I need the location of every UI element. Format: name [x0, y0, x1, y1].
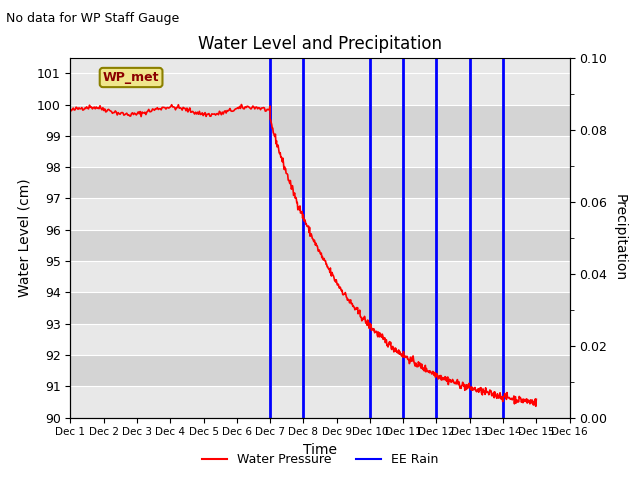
Text: No data for WP Staff Gauge: No data for WP Staff Gauge — [6, 12, 180, 25]
X-axis label: Time: Time — [303, 443, 337, 457]
Bar — [70, 261, 570, 292]
Bar — [70, 324, 570, 355]
Bar — [70, 230, 570, 261]
Bar — [70, 136, 570, 167]
Title: Water Level and Precipitation: Water Level and Precipitation — [198, 35, 442, 53]
Text: WP_met: WP_met — [103, 71, 159, 84]
Bar — [70, 386, 570, 418]
Bar — [70, 167, 570, 198]
Y-axis label: Precipitation: Precipitation — [612, 194, 627, 281]
Legend: Water Pressure, EE Rain: Water Pressure, EE Rain — [196, 448, 444, 471]
Bar — [70, 73, 570, 105]
Y-axis label: Water Level (cm): Water Level (cm) — [17, 178, 31, 297]
Bar — [70, 292, 570, 324]
Bar — [70, 355, 570, 386]
Bar — [70, 105, 570, 136]
Bar — [70, 198, 570, 230]
